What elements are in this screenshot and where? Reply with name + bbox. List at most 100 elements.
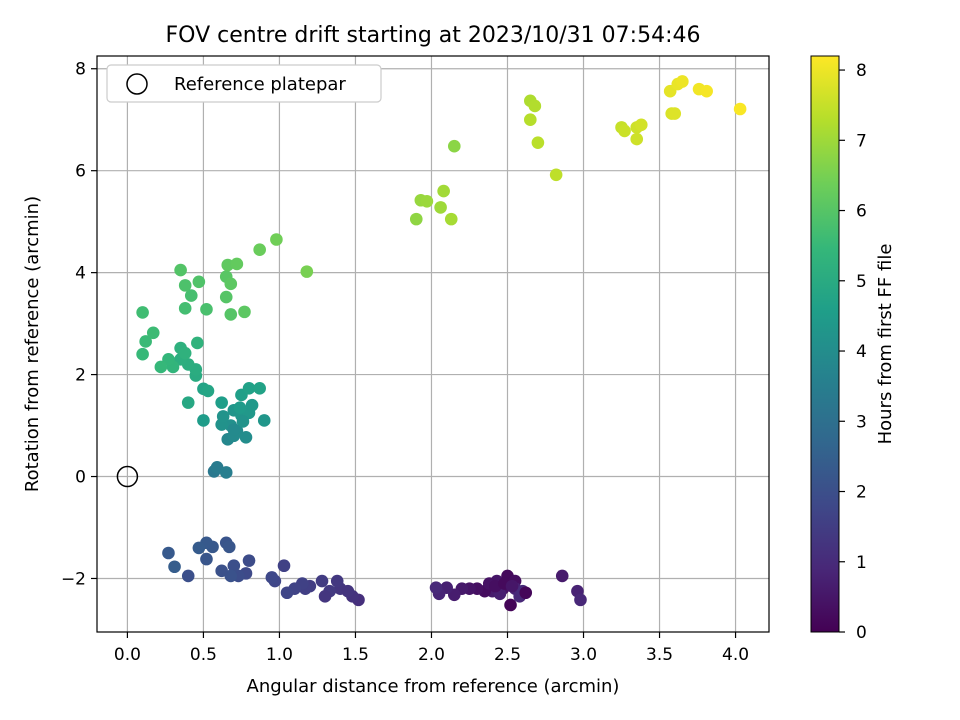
data-point xyxy=(146,326,160,340)
x-tick-label: 3.0 xyxy=(570,645,597,665)
data-point xyxy=(300,265,314,278)
data-point xyxy=(618,124,631,138)
data-point xyxy=(154,360,168,374)
colorbar-tick-label: 1 xyxy=(856,553,867,573)
data-point xyxy=(668,107,682,120)
data-point xyxy=(239,430,253,444)
data-point xyxy=(265,571,279,584)
data-point xyxy=(528,99,542,113)
data-point xyxy=(224,308,238,321)
y-tick-label: −2 xyxy=(61,569,86,589)
y-tick-label: 8 xyxy=(75,60,86,80)
data-point xyxy=(700,84,713,98)
data-point xyxy=(505,579,519,593)
data-point xyxy=(230,257,244,271)
data-point xyxy=(191,336,204,350)
x-tick-label: 1.5 xyxy=(342,645,369,665)
data-point xyxy=(184,289,198,302)
data-point xyxy=(181,569,195,583)
data-point xyxy=(136,347,149,361)
data-point xyxy=(519,586,533,600)
data-point xyxy=(216,410,230,423)
data-point xyxy=(524,113,537,127)
colorbar-tick-label: 5 xyxy=(856,272,867,292)
data-point xyxy=(197,414,210,427)
data-point xyxy=(201,384,215,398)
data-point xyxy=(270,233,283,246)
data-point xyxy=(238,305,251,319)
legend-entry-reference: Reference platepar xyxy=(174,74,346,95)
colorbar-ticks: 0 1 2 3 4 5 6 7 8 xyxy=(839,61,867,643)
data-point xyxy=(219,290,233,304)
data-point xyxy=(315,574,329,588)
reference-marker-group xyxy=(116,465,139,488)
data-point xyxy=(242,382,256,395)
plot-frame xyxy=(96,55,770,633)
data-point xyxy=(676,75,689,88)
data-point xyxy=(168,560,181,574)
x-tick-label: 4.0 xyxy=(722,645,749,665)
y-tick-label: 4 xyxy=(75,264,86,284)
colorbar-tick-label: 3 xyxy=(856,412,867,432)
data-point xyxy=(192,541,206,555)
data-point xyxy=(733,102,747,116)
data-point xyxy=(437,184,450,198)
x-tick-label: 0.5 xyxy=(190,645,217,665)
data-point xyxy=(227,559,241,573)
data-point xyxy=(531,136,545,149)
data-point xyxy=(630,132,644,146)
reference-platepar-marker xyxy=(116,465,139,488)
data-point xyxy=(233,401,247,415)
colorbar-tick-label: 6 xyxy=(856,202,867,222)
legend: Reference platepar xyxy=(106,64,382,103)
data-point xyxy=(330,574,344,588)
data-point xyxy=(181,396,195,409)
data-point xyxy=(253,243,266,256)
data-point xyxy=(215,396,228,409)
legend-box xyxy=(106,64,382,103)
x-tick-label: 0.0 xyxy=(114,645,141,665)
data-point xyxy=(192,275,206,289)
data-point xyxy=(222,540,236,554)
data-point xyxy=(245,398,259,412)
colorbar-tick-label: 7 xyxy=(856,131,867,151)
data-point xyxy=(549,168,563,182)
x-tick-label: 2.5 xyxy=(494,645,521,665)
data-point xyxy=(236,415,250,428)
data-point xyxy=(139,335,152,348)
data-point xyxy=(227,423,241,436)
grid-lines xyxy=(97,56,769,632)
x-tick-label: 3.5 xyxy=(646,645,673,665)
data-point xyxy=(280,586,294,600)
data-point xyxy=(162,352,175,366)
colorbar-tick-label: 8 xyxy=(856,61,867,81)
chart-title: FOV centre drift starting at 2023/10/31 … xyxy=(166,23,701,48)
data-point xyxy=(444,212,458,226)
data-point xyxy=(634,118,648,132)
y-tick-label: 6 xyxy=(75,162,86,182)
data-point xyxy=(221,258,235,272)
y-tick-label: 2 xyxy=(75,366,86,386)
data-point xyxy=(200,303,213,316)
data-point xyxy=(219,466,233,479)
x-tick-label: 1.0 xyxy=(266,645,293,665)
y-tick-label: 0 xyxy=(75,468,86,488)
data-point xyxy=(174,263,187,277)
x-axis-label: Angular distance from reference (arcmin) xyxy=(247,676,620,697)
data-point xyxy=(341,584,355,598)
data-point xyxy=(504,598,517,612)
x-axis-ticks: 0.0 0.5 1.0 1.5 2.0 2.5 3.0 3.5 4.0 xyxy=(114,632,749,665)
data-point xyxy=(253,382,266,395)
data-point xyxy=(434,201,447,214)
data-point xyxy=(574,593,587,607)
colorbar-tick-label: 2 xyxy=(856,483,867,503)
data-point xyxy=(200,552,213,566)
data-point xyxy=(447,139,461,153)
legend-marker-icon xyxy=(126,73,148,95)
data-point xyxy=(215,564,228,578)
data-point xyxy=(429,581,443,594)
data-point xyxy=(257,414,271,427)
data-point xyxy=(242,554,256,567)
data-points xyxy=(136,75,747,612)
